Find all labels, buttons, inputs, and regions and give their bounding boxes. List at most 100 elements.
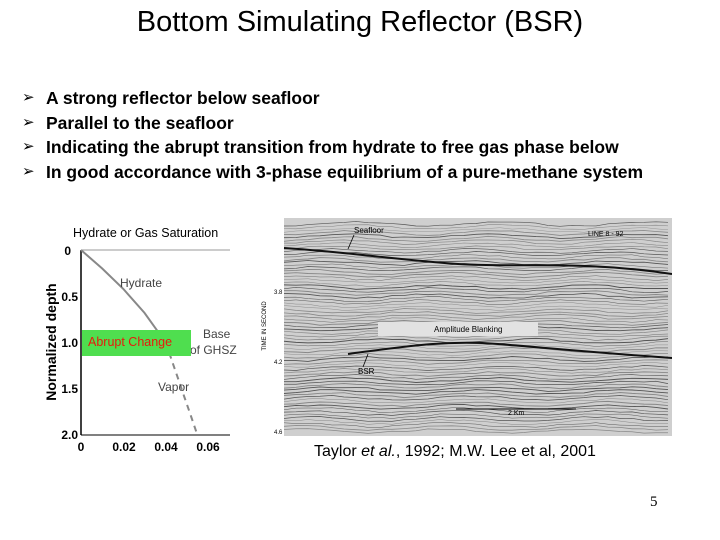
bullet-text: A strong reflector below seafloor [46,88,320,108]
seismic-trace [283,221,669,227]
depth-saturation-chart: Normalized depth 0 0.5 1.0 1.5 2.0 0 0.0… [43,244,237,454]
seismic-trace [283,374,669,380]
x-tick-label: 0.04 [154,440,178,454]
x-tick-label: 0.02 [112,440,136,454]
seismic-trace [283,268,669,276]
amplitude-blanking-label: Amplitude Blanking [434,325,502,334]
seismic-trace [283,299,669,305]
bullet-item: ➢ In good accordance with 3-phase equilib… [22,160,712,185]
bullet-list: ➢ A strong reflector below seafloor ➢ Para… [22,86,712,184]
seafloor-label: Seafloor [354,226,384,235]
bsr-pointer [362,353,369,368]
y-tick-label: 1.0 [61,336,78,350]
seismic-trace [283,413,669,419]
seismic-trace [283,362,669,368]
seismic-trace [283,305,669,311]
y-tick-label: 0.5 [61,290,78,304]
seismic-trace [283,403,669,410]
seismic-trace [283,271,669,279]
seismic-trace [283,230,669,236]
seismic-trace [283,416,669,422]
citation-author: Taylor [314,443,362,460]
seismic-trace [283,389,669,395]
seismic-trace [283,245,669,250]
seismic-trace [283,280,669,287]
vapor-series-label: Vapor [158,380,189,394]
seismic-trace [283,311,669,318]
hydrate-series-line [80,249,167,344]
seismic-trace [283,380,669,386]
seismic-trace [283,227,669,233]
citation-rest: , 1992; M.W. Lee et al, 2001 [395,443,596,460]
seismic-trace [283,296,669,302]
bullet-item: ➢ Parallel to the seafloor [22,111,712,136]
seismic-trace [283,365,669,371]
bsr-label: BSR [358,367,375,376]
x-tick-label: 0.06 [196,440,220,454]
seismic-trace [283,317,669,323]
chart-title: Hydrate or Gas Saturation [73,226,219,240]
arrow-bullet-icon: ➢ [22,89,35,106]
seismic-trace [283,371,669,377]
seismic-trace [283,422,669,428]
bullet-text: Indicating the abrupt transition from hy… [46,137,619,157]
bullet-item: ➢ A strong reflector below seafloor [22,86,712,111]
seismic-trace [283,224,669,230]
seismic-trace [283,341,669,347]
seismic-trace [283,248,669,254]
seismic-trace [283,335,669,341]
seismic-trace [283,233,669,240]
seismic-trace [283,395,669,401]
ghsz-annotation: of GHSZ [190,343,237,357]
abrupt-change-label: Abrupt Change [88,335,173,349]
seismic-trace [283,344,668,350]
amplitude-blanking-band [378,322,538,336]
seismic-trace [283,275,669,281]
seismic-trace [283,254,669,260]
bullet-text: In good accordance with 3-phase equilibr… [46,161,644,182]
seismic-trace [283,419,669,425]
time-axis-label: TIME IN SECOND [262,301,268,351]
time-tick-label: 3.8 [274,290,283,296]
seismic-trace [283,242,669,248]
seismic-trace [283,308,669,314]
bullet-text: Parallel to the seafloor [46,112,234,133]
seismic-trace [283,392,669,399]
arrow-bullet-icon: ➢ [22,162,35,180]
seismic-trace [283,278,669,284]
seismic-trace [283,359,669,365]
seismic-trace [283,260,669,266]
hydrate-series-label: Hydrate [120,276,162,290]
bullet-item: ➢ Indicating the abrupt transition from h… [22,135,712,160]
seismic-trace [283,302,669,308]
seismic-trace [284,238,669,245]
seismic-section-image: Seafloor LINE 8 - 92 Amplitude Blanking … [262,218,672,436]
seismic-trace [283,284,668,290]
slide-title: Bottom Simulating Reflector (BSR) [136,6,584,38]
abrupt-change-box [82,330,191,356]
seafloor-reflector [283,247,672,275]
vapor-series-line [164,342,199,436]
y-axis-label: Normalized depth [43,283,59,400]
time-tick-label: 4.6 [274,430,283,436]
seismic-trace [283,409,669,416]
seismic-trace [283,332,669,338]
seismic-trace [284,377,669,383]
seismic-trace [283,428,668,434]
seismic-trace [283,313,669,320]
seismic-trace [283,367,669,374]
time-tick-label: 4.2 [274,360,283,366]
seismic-trace [283,386,669,392]
seismic-trace [283,292,669,299]
seismic-trace [283,235,669,242]
seismic-trace [283,257,669,263]
seismic-trace [283,350,669,356]
y-tick-label: 1.5 [61,382,78,396]
seismic-trace [283,383,669,390]
citation: Taylor et al., 1992; M.W. Lee et al, 200… [314,443,596,461]
seismic-trace [283,352,668,360]
seismic-trace [283,398,669,404]
citation-etal: et al. [361,443,396,460]
x-tick-label: 0 [78,440,85,454]
seismic-trace [284,356,669,362]
